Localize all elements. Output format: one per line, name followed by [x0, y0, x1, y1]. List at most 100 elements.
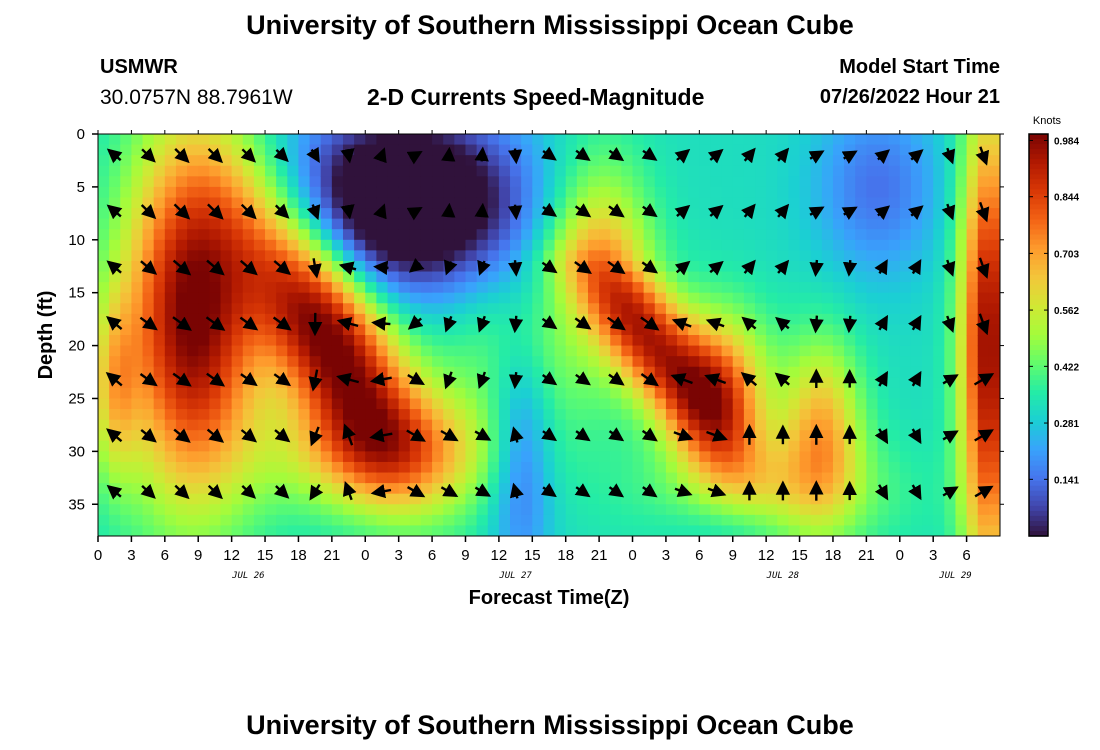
- heatmap-cell: [265, 387, 277, 400]
- heatmap-cell: [554, 239, 567, 251]
- heatmap-cell: [253, 239, 266, 251]
- heatmap-cell: [944, 186, 957, 199]
- heatmap-cell: [398, 483, 411, 495]
- heatmap-cell: [755, 387, 767, 400]
- heatmap-cell: [109, 165, 121, 177]
- heatmap-cell: [677, 387, 689, 400]
- heatmap-cell: [554, 525, 567, 536]
- heatmap-cell: [910, 292, 923, 304]
- heatmap-cell: [855, 356, 867, 368]
- heatmap-cell: [309, 440, 322, 452]
- heatmap-cell: [398, 345, 411, 357]
- heatmap-cell: [476, 165, 489, 177]
- heatmap-cell: [922, 398, 934, 410]
- colorbar-tick-label: 0.141: [1054, 475, 1079, 486]
- heatmap-cell: [755, 493, 767, 505]
- heatmap-cell: [253, 186, 266, 199]
- heatmap-cell: [832, 451, 845, 463]
- heatmap-cell: [832, 218, 845, 230]
- heatmap-cell: [821, 229, 834, 241]
- heatmap-cell: [576, 398, 589, 410]
- heatmap-cell: [376, 345, 389, 357]
- current-arrow: [808, 150, 825, 164]
- heatmap-cell: [287, 483, 300, 495]
- heatmap-cell: [922, 282, 934, 294]
- heatmap-cell: [933, 239, 945, 251]
- heatmap-cell: [743, 440, 756, 452]
- heatmap-cell: [198, 282, 210, 294]
- heatmap-cell: [665, 356, 678, 368]
- heatmap-cell: [821, 176, 834, 188]
- heatmap-cell: [888, 345, 901, 357]
- heatmap-cell: [287, 472, 300, 484]
- plot-frame: [97, 133, 1001, 537]
- heatmap-cell: [699, 419, 712, 431]
- heatmap-cell: [365, 472, 377, 484]
- heatmap-cell: [265, 504, 277, 516]
- heatmap-cell: [198, 409, 210, 421]
- heatmap-cell: [855, 472, 867, 484]
- heatmap-cell: [409, 292, 422, 304]
- heatmap-cell: [398, 165, 411, 177]
- heatmap-cell: [265, 239, 277, 251]
- heatmap-cell: [420, 134, 433, 146]
- colorbar-segment: [1029, 360, 1048, 366]
- x-axis-label: Forecast Time(Z): [469, 587, 630, 609]
- heatmap-cell: [354, 134, 366, 146]
- heatmap-cell: [465, 250, 478, 262]
- heatmap-cell: [955, 461, 968, 474]
- heatmap-cell: [409, 335, 422, 347]
- heatmap-cell: [131, 409, 144, 421]
- current-arrow: [373, 203, 387, 220]
- heatmap-cell: [888, 430, 901, 442]
- heatmap-cell: [621, 208, 634, 220]
- heatmap-cell: [866, 176, 879, 188]
- heatmap-cell: [721, 430, 734, 442]
- heatmap-cell: [175, 335, 188, 347]
- heatmap-cell: [621, 144, 634, 156]
- heatmap-cell: [988, 239, 1000, 251]
- heatmap-cell: [253, 208, 266, 220]
- heatmap-cell: [465, 176, 478, 188]
- colorbar-segment: [1029, 470, 1048, 477]
- heatmap-cell: [743, 356, 756, 368]
- heatmap-cell: [242, 292, 255, 304]
- heatmap-cell: [443, 461, 455, 474]
- heatmap-cell: [120, 483, 133, 495]
- heatmap-cell: [966, 514, 979, 527]
- heatmap-cell: [832, 366, 845, 378]
- heatmap-cell: [966, 313, 979, 326]
- heatmap-cell: [153, 409, 166, 421]
- heatmap-cell: [855, 218, 867, 230]
- heatmap-cell: [755, 208, 767, 220]
- heatmap-cell: [164, 483, 177, 495]
- heatmap-cell: [643, 250, 656, 262]
- model-start-time: 07/26/2022 Hour 21: [819, 86, 1000, 108]
- heatmap-cell: [699, 134, 712, 146]
- heatmap-cell: [933, 260, 945, 273]
- heatmap-cell: [109, 504, 121, 516]
- heatmap-cell: [510, 493, 522, 505]
- heatmap-cell: [532, 313, 545, 326]
- heatmap-cell: [844, 398, 856, 410]
- heatmap-cell: [610, 440, 622, 452]
- heatmap-cell: [376, 218, 389, 230]
- current-arrow: [608, 483, 625, 498]
- heatmap-cell: [810, 218, 823, 230]
- heatmap-cell: [710, 271, 723, 283]
- heatmap-cell: [298, 303, 311, 315]
- heatmap-cell: [732, 197, 745, 209]
- heatmap-cell: [98, 155, 110, 167]
- current-arrow: [974, 429, 994, 443]
- heatmap-cell: [387, 461, 400, 474]
- heatmap-cell: [610, 461, 622, 474]
- colorbar-segment: [1029, 480, 1048, 487]
- heatmap-cell: [331, 134, 344, 146]
- heatmap-cell: [933, 493, 945, 505]
- heatmap-cell: [654, 377, 667, 389]
- heatmap-cell: [120, 165, 133, 177]
- heatmap-cell: [933, 409, 945, 421]
- heatmap-cell: [766, 398, 778, 410]
- heatmap-cell: [476, 282, 489, 294]
- heatmap-cell: [432, 377, 444, 389]
